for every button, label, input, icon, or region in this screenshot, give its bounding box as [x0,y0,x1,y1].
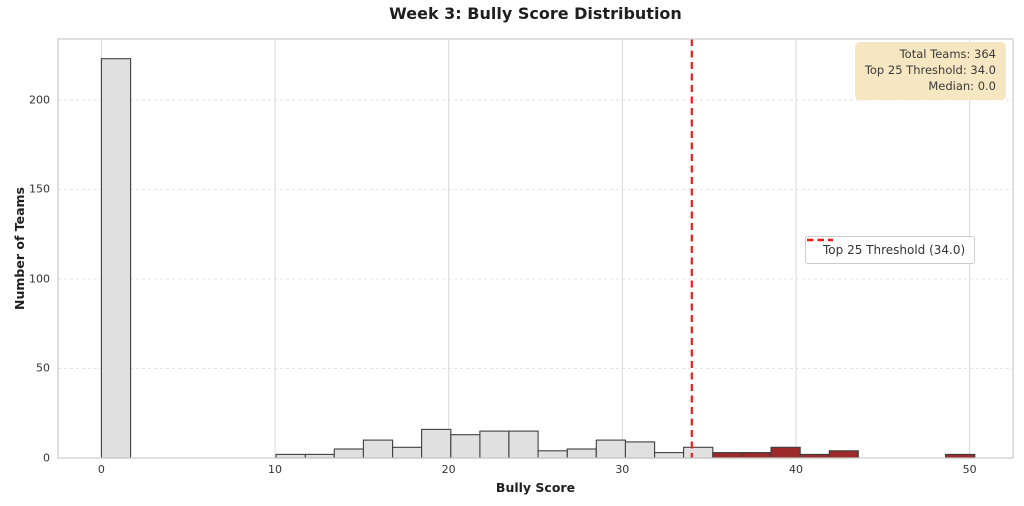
stat-median: Median: 0.0 [928,78,996,93]
stats-info-box: Total Teams: 364 Top 25 Threshold: 34.0 … [854,42,1006,100]
stat-top25-threshold: Top 25 Threshold: 34.0 [864,62,996,77]
legend-label: Top 25 Threshold (34.0) [823,243,966,257]
y-axis-label: Number of Teams [11,187,27,310]
stat-total-teams: Total Teams: 364 [899,47,996,61]
legend: Top 25 Threshold (34.0) [805,236,976,264]
chart-title: Week 3: Bully Score Distribution [389,4,682,23]
y-axis-label-container: Number of Teams [0,39,38,458]
x-axis-label: Bully Score [495,480,576,495]
